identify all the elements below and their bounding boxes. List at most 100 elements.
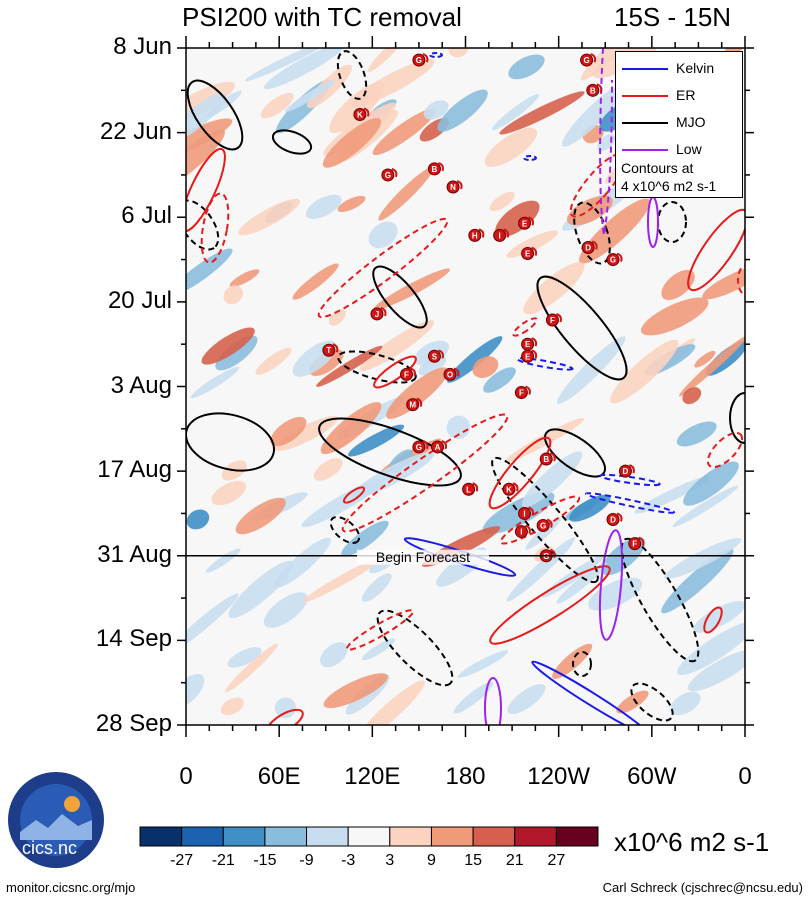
tc-marker: T bbox=[322, 343, 339, 357]
er-contour bbox=[703, 606, 723, 634]
shading-patch bbox=[676, 421, 717, 447]
colorbar-label: 21 bbox=[506, 852, 524, 869]
shading-patch bbox=[670, 691, 701, 716]
colorbar-swatch bbox=[222, 826, 266, 847]
mjo-contour bbox=[329, 516, 361, 544]
shading-patch bbox=[337, 195, 366, 212]
colorbar-label: 3 bbox=[385, 852, 394, 869]
tc-marker: I bbox=[493, 228, 510, 242]
colorbar-label: -15 bbox=[253, 852, 276, 869]
colorbar-label: -27 bbox=[170, 852, 193, 869]
shading-patch bbox=[661, 269, 695, 301]
shading-patch bbox=[664, 537, 742, 579]
colorbar-swatch bbox=[555, 826, 599, 847]
shading-patch bbox=[489, 191, 515, 212]
shading-patch bbox=[186, 81, 235, 126]
shading-patch bbox=[223, 285, 243, 305]
shading-patch bbox=[386, 367, 449, 419]
mjo-contour bbox=[271, 129, 313, 155]
shading-patch bbox=[205, 548, 241, 573]
shading-patch bbox=[302, 557, 382, 603]
legend-note-line-2: 4 x10^6 m2 s-1 bbox=[621, 178, 717, 194]
shading-patch bbox=[305, 194, 342, 219]
shading-patch bbox=[580, 48, 637, 81]
mjo-contour bbox=[372, 265, 428, 329]
shading-patch bbox=[186, 129, 225, 194]
mjo-contour bbox=[544, 428, 606, 478]
x-tick-label: 120E bbox=[344, 763, 401, 790]
shading-patch bbox=[225, 643, 278, 693]
shading-patch bbox=[453, 681, 494, 714]
shading-patch bbox=[255, 347, 292, 375]
tc-marker: I bbox=[518, 506, 535, 520]
colorbar-swatch bbox=[389, 826, 432, 847]
mjo-contour bbox=[318, 417, 462, 487]
legend-label: MJO bbox=[676, 114, 706, 130]
shading-patch bbox=[227, 647, 262, 668]
mjo-contour bbox=[630, 682, 674, 722]
tc-marker-label: H bbox=[472, 231, 478, 240]
colorbar-label: -21 bbox=[212, 852, 235, 869]
shading-patch bbox=[186, 593, 239, 653]
mjo-contour bbox=[491, 456, 599, 584]
shading-patch bbox=[672, 485, 739, 527]
x-tick-label: 60W bbox=[627, 763, 677, 790]
shading-patch bbox=[329, 82, 384, 134]
y-tick-label: 17 Aug bbox=[97, 456, 172, 484]
chart-region: 15S - 15N bbox=[614, 2, 732, 32]
shading-patch bbox=[263, 592, 308, 628]
shading-patch bbox=[378, 166, 434, 221]
shading-patch bbox=[220, 697, 245, 716]
shading-patch bbox=[362, 638, 396, 661]
tc-marker-label: G bbox=[540, 522, 546, 531]
tc-marker-label: E bbox=[525, 250, 531, 259]
shading-patch bbox=[552, 643, 593, 679]
logo-text: cics.nc bbox=[22, 838, 78, 858]
shading-patch bbox=[687, 649, 745, 692]
shading-patch bbox=[320, 402, 382, 455]
tc-marker: K bbox=[502, 482, 519, 496]
shading-patch bbox=[506, 230, 559, 258]
mjo-contour bbox=[729, 392, 745, 444]
shading-patch bbox=[215, 335, 258, 371]
tc-marker: E bbox=[518, 216, 535, 230]
shading-patch bbox=[274, 416, 338, 451]
low-contour bbox=[599, 48, 613, 236]
tc-marker-label: F bbox=[632, 540, 637, 549]
tc-marker-label: E bbox=[525, 352, 531, 361]
legend-item: ER bbox=[616, 87, 742, 105]
tc-marker-label: K bbox=[506, 485, 512, 494]
shading-patch bbox=[499, 91, 585, 135]
tc-marker-label: F bbox=[404, 370, 409, 379]
legend-label: Kelvin bbox=[676, 60, 715, 76]
shading-patch bbox=[228, 560, 294, 619]
shading-patch bbox=[323, 673, 388, 709]
shading-patch bbox=[316, 345, 383, 387]
shading-patch bbox=[372, 108, 436, 156]
shading-patch bbox=[368, 221, 398, 249]
shading-patch bbox=[186, 248, 233, 296]
legend-note: Contours at 4 x10^6 m2 s-1 bbox=[621, 159, 716, 195]
tc-marker-label: I bbox=[523, 509, 525, 518]
tc-marker: G bbox=[412, 53, 429, 67]
shading-patch bbox=[523, 262, 585, 315]
footer-url[interactable]: monitor.cicsnc.org/mjo bbox=[6, 880, 136, 895]
shading-patch bbox=[495, 200, 540, 238]
shading-patch bbox=[211, 480, 247, 506]
shading-patch bbox=[284, 80, 336, 113]
mjo-contour bbox=[620, 537, 700, 663]
shading-patch bbox=[693, 601, 745, 633]
shading-patch bbox=[260, 92, 294, 119]
tc-marker: G bbox=[412, 439, 429, 454]
tc-marker: A bbox=[431, 439, 448, 454]
shading-patch bbox=[186, 673, 205, 709]
cicsnc-logo: Cooperative Institute for Climate and Sa… bbox=[6, 770, 106, 870]
kelvin-contour bbox=[429, 52, 443, 58]
y-tick-label: 20 Jul bbox=[107, 286, 172, 314]
shading-patch bbox=[702, 266, 745, 300]
legend-note-line-1: Contours at bbox=[621, 160, 694, 176]
tc-marker-label: S bbox=[432, 352, 438, 361]
colorbar-swatch bbox=[472, 826, 516, 847]
colorbar-label: 9 bbox=[427, 852, 436, 869]
tc-marker-label: B bbox=[543, 455, 549, 464]
